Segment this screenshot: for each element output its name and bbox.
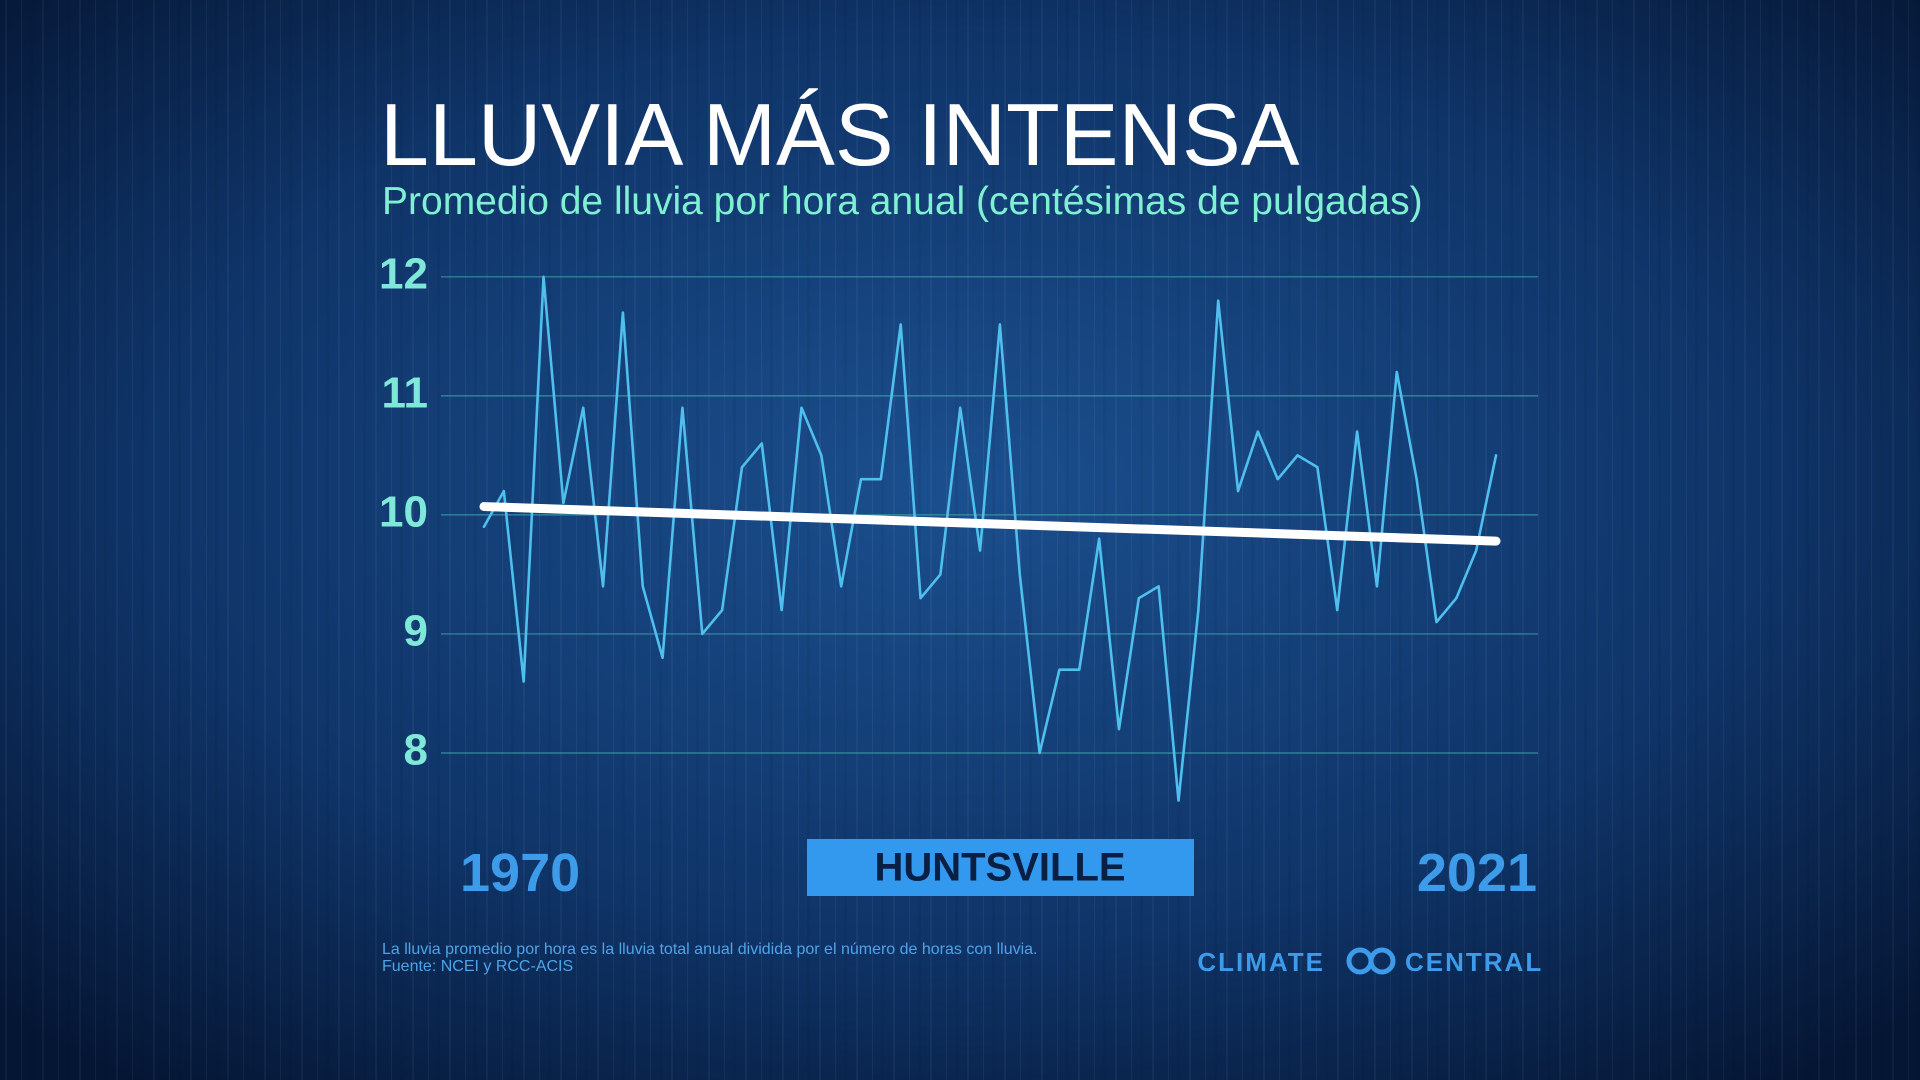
chart-title: LLUVIA MÁS INTENSA xyxy=(380,85,1300,184)
location-box xyxy=(807,839,1194,896)
y-tick-label: 12 xyxy=(379,249,428,298)
x-tick-label: 2021 xyxy=(1417,843,1537,903)
footnote: La lluvia promedio por hora es la lluvia… xyxy=(382,941,1038,958)
logo-left: CLIMATE xyxy=(1197,947,1325,977)
y-tick-label: 10 xyxy=(379,488,428,537)
y-tick-label: 8 xyxy=(404,726,428,775)
chart-subtitle: Promedio de lluvia por hora anual (centé… xyxy=(382,180,1423,223)
logo-icon xyxy=(1346,947,1396,975)
location-label: HUNTSVILLE xyxy=(874,846,1125,890)
y-tick-label: 9 xyxy=(404,607,428,656)
y-tick-label: 11 xyxy=(381,368,428,417)
source-note: Fuente: NCEI y RCC-ACIS xyxy=(382,958,573,975)
logo-right: CENTRAL xyxy=(1405,947,1543,977)
x-tick-label: 1970 xyxy=(460,843,580,903)
trend-line xyxy=(479,502,1501,546)
